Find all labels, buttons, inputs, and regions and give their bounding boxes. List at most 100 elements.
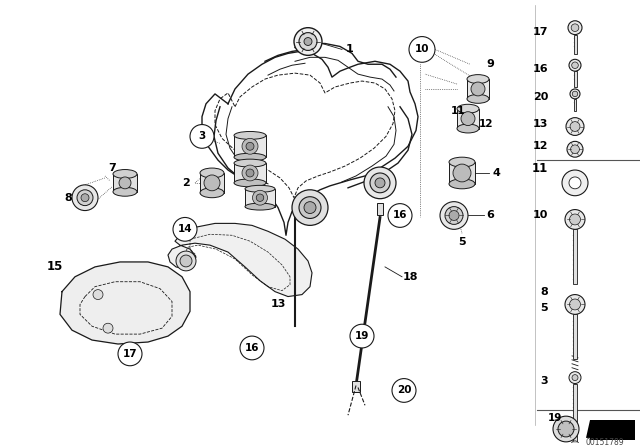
Circle shape bbox=[570, 299, 580, 310]
Circle shape bbox=[388, 204, 412, 227]
Text: 00151789: 00151789 bbox=[586, 438, 624, 447]
Circle shape bbox=[565, 210, 585, 229]
Text: 16: 16 bbox=[393, 211, 407, 220]
Bar bbox=[457, 109, 479, 129]
Text: 16: 16 bbox=[532, 64, 548, 74]
Circle shape bbox=[173, 217, 197, 241]
Circle shape bbox=[304, 38, 312, 45]
Circle shape bbox=[364, 167, 396, 199]
Bar bbox=[245, 189, 275, 207]
Circle shape bbox=[572, 91, 578, 97]
Ellipse shape bbox=[449, 179, 475, 189]
Text: 3: 3 bbox=[540, 375, 548, 386]
Circle shape bbox=[409, 37, 435, 62]
Text: 17: 17 bbox=[532, 26, 548, 37]
Ellipse shape bbox=[234, 131, 266, 139]
Circle shape bbox=[449, 211, 459, 220]
Bar bbox=[234, 163, 266, 183]
Circle shape bbox=[304, 202, 316, 214]
Circle shape bbox=[570, 122, 580, 131]
Bar bbox=[234, 135, 266, 157]
Circle shape bbox=[299, 33, 317, 51]
Circle shape bbox=[180, 255, 192, 267]
Circle shape bbox=[119, 177, 131, 189]
Circle shape bbox=[566, 118, 584, 135]
Bar bbox=[574, 71, 577, 87]
Text: 15: 15 bbox=[47, 260, 63, 273]
Circle shape bbox=[370, 173, 390, 193]
Circle shape bbox=[569, 372, 581, 383]
Bar bbox=[352, 380, 360, 392]
Text: 7: 7 bbox=[108, 163, 116, 173]
Text: 5: 5 bbox=[540, 303, 548, 314]
Circle shape bbox=[558, 421, 574, 437]
Circle shape bbox=[93, 289, 103, 300]
Text: 13: 13 bbox=[532, 119, 548, 129]
Circle shape bbox=[350, 324, 374, 348]
Circle shape bbox=[190, 125, 214, 148]
Circle shape bbox=[204, 175, 220, 191]
Ellipse shape bbox=[457, 124, 479, 133]
Circle shape bbox=[246, 142, 254, 150]
Circle shape bbox=[565, 295, 585, 314]
Ellipse shape bbox=[234, 179, 266, 187]
Text: 19: 19 bbox=[355, 331, 369, 341]
Ellipse shape bbox=[113, 187, 137, 196]
Bar bbox=[200, 173, 224, 193]
Circle shape bbox=[570, 89, 580, 99]
Bar bbox=[449, 162, 475, 184]
Ellipse shape bbox=[200, 168, 224, 178]
Circle shape bbox=[471, 82, 485, 96]
Text: 5: 5 bbox=[458, 237, 466, 247]
Bar bbox=[590, 420, 635, 440]
Ellipse shape bbox=[449, 157, 475, 167]
Circle shape bbox=[568, 21, 582, 34]
Circle shape bbox=[253, 190, 268, 205]
Circle shape bbox=[299, 197, 321, 219]
Circle shape bbox=[103, 323, 113, 333]
Circle shape bbox=[72, 185, 98, 211]
Circle shape bbox=[571, 24, 579, 31]
Text: 1: 1 bbox=[346, 44, 354, 54]
Circle shape bbox=[572, 375, 578, 380]
Bar bbox=[377, 202, 383, 215]
Text: 14: 14 bbox=[178, 224, 192, 234]
Ellipse shape bbox=[234, 153, 266, 161]
Circle shape bbox=[569, 59, 581, 71]
Circle shape bbox=[440, 202, 468, 229]
Ellipse shape bbox=[245, 203, 275, 210]
Circle shape bbox=[453, 164, 471, 182]
Text: 19: 19 bbox=[548, 413, 563, 423]
Circle shape bbox=[240, 336, 264, 360]
Text: 4: 4 bbox=[492, 168, 500, 178]
Text: 11: 11 bbox=[532, 162, 548, 175]
Circle shape bbox=[246, 169, 254, 177]
Circle shape bbox=[567, 142, 583, 157]
Text: 9: 9 bbox=[486, 59, 494, 69]
Text: 10: 10 bbox=[415, 44, 429, 54]
Circle shape bbox=[118, 342, 142, 366]
Circle shape bbox=[572, 62, 579, 69]
Circle shape bbox=[571, 145, 579, 154]
Text: 10: 10 bbox=[532, 211, 548, 220]
Circle shape bbox=[553, 416, 579, 442]
Ellipse shape bbox=[113, 169, 137, 178]
Text: 20: 20 bbox=[532, 92, 548, 102]
Ellipse shape bbox=[467, 95, 489, 103]
Polygon shape bbox=[582, 420, 590, 438]
Text: 8: 8 bbox=[540, 287, 548, 297]
Ellipse shape bbox=[234, 159, 266, 167]
Polygon shape bbox=[168, 224, 312, 297]
Text: 16: 16 bbox=[244, 343, 259, 353]
Polygon shape bbox=[60, 262, 190, 344]
Circle shape bbox=[77, 190, 93, 206]
Ellipse shape bbox=[245, 185, 275, 192]
Text: 6: 6 bbox=[486, 211, 494, 220]
Bar bbox=[573, 229, 577, 284]
Text: 11: 11 bbox=[451, 106, 465, 116]
Text: 12: 12 bbox=[532, 141, 548, 151]
Circle shape bbox=[392, 379, 416, 402]
Bar bbox=[113, 174, 137, 192]
Text: 12: 12 bbox=[479, 119, 493, 129]
Circle shape bbox=[176, 251, 196, 271]
